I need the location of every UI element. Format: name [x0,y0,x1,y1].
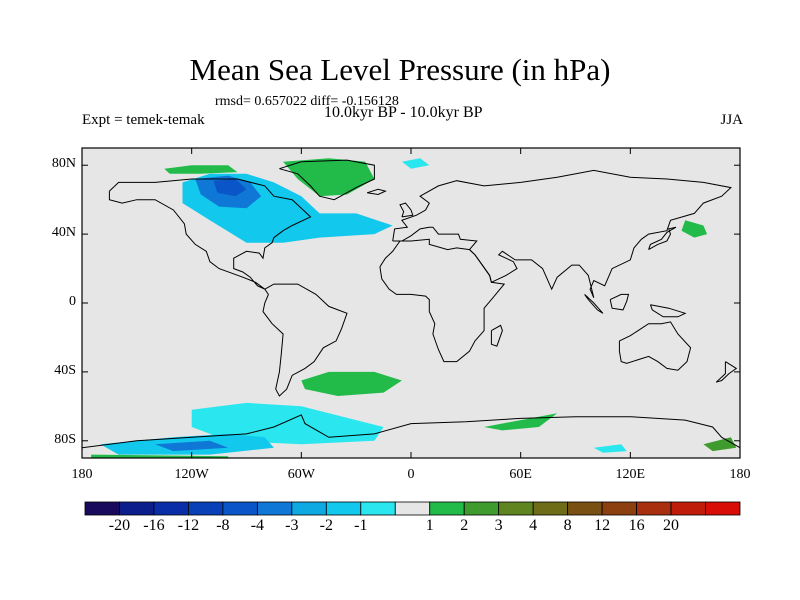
colorbar-swatch-3 [188,501,224,516]
colorbar-swatch-17 [670,501,706,516]
lat-tick-label: 40N [51,225,76,241]
coastline-11 [649,304,687,318]
colorbar-swatch-5 [256,501,293,516]
colorbar-label: -4 [250,517,265,534]
coastline-10 [584,294,604,314]
colorbar-label: 4 [529,517,538,534]
anomaly-region-5 [681,220,708,238]
colorbar-swatch-16 [636,501,672,516]
experiment-label: Expt = temek-temak [82,112,205,128]
colorbar-label: -8 [216,517,230,534]
coastline-13 [366,188,387,196]
coastline-1 [279,159,375,201]
anomaly-region-14 [593,444,627,453]
colorbar-swatch-6 [291,501,327,516]
coastline-3 [392,169,732,298]
lon-tick-label: 180 [729,467,751,482]
lat-tick-label: 0 [69,294,76,309]
coastline-6 [618,321,692,371]
colorbar-swatch-13 [532,501,569,516]
anomaly-region-9 [155,440,229,452]
lat-tick-label: 80N [51,156,76,172]
colorbar-swatch-11 [463,501,500,516]
colorbar-label: 8 [563,517,572,534]
colorbar-swatch-9 [394,501,431,516]
season-label: JJA [720,112,743,128]
anomaly-region-4 [164,165,238,174]
coastline-9 [609,293,630,311]
lon-tick-label: 180 [71,467,93,482]
coastline-2 [262,283,348,397]
period-label: 10.0kyr BP - 10.0kyr BP [324,104,483,121]
lat-tick-label: 40S [54,362,76,378]
colorbar-label: 1 [425,517,434,534]
coastline-0 [108,178,312,290]
anomaly-region-11 [91,454,229,458]
colorbar-swatch-1 [119,501,155,516]
map-background [82,148,740,458]
colorbar-swatch-7 [325,501,362,516]
coastline-12 [715,361,738,383]
coastline-4 [379,238,506,363]
colorbar-swatch-15 [601,501,637,516]
anomaly-region-2 [213,179,247,197]
plot-title: Mean Sea Level Pressure (in hPa) [189,52,611,87]
colorbar-label: -16 [143,517,165,534]
colorbar-label: 2 [460,517,469,534]
colorbar-swatch-4 [222,501,258,516]
lon-tick-label: 60E [509,467,532,482]
colorbar-swatch-0 [84,501,120,516]
colorbar-label: -20 [108,517,131,534]
colorbar-swatch-14 [567,501,603,516]
colorbar-swatch-18 [705,501,741,516]
colorbar-label: -2 [319,517,333,534]
colorbar-label: 16 [628,517,645,534]
anomaly-region-3 [283,158,375,197]
coastline-5 [490,324,503,347]
coastline-7 [399,202,414,218]
lon-tick-label: 120E [615,467,646,482]
colorbar-swatch-8 [360,501,396,516]
lon-tick-label: 120W [174,467,209,482]
colorbar-label: -1 [354,517,368,534]
colorbar-label: 20 [663,517,680,534]
colorbar-label: 3 [494,517,503,534]
coastline-8 [648,226,677,251]
colorbar-label: -12 [177,517,200,534]
lat-tick-label: 80S [54,431,76,447]
colorbar-swatch-10 [429,501,465,516]
anomaly-region-13 [401,158,430,169]
colorbar-swatch-12 [498,501,534,516]
stats-text: rmsd= 0.657022 diff= -0.156128 [215,94,399,109]
lon-tick-label: 0 [407,467,415,482]
lon-tick-label: 60W [287,467,315,482]
colorbar-swatch-2 [153,501,189,516]
anomaly-region-6 [301,371,402,396]
colorbar-label: 12 [594,517,611,534]
coastline-14 [82,414,740,449]
colorbar-label: -3 [285,517,299,534]
